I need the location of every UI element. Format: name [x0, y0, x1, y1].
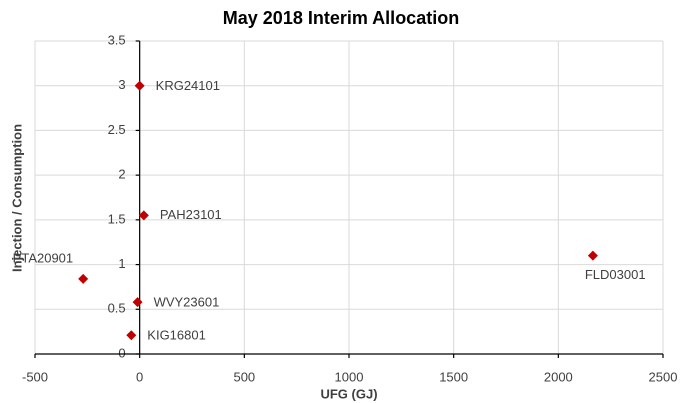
data-label: KRG24101 [156, 78, 220, 93]
data-label: PAH23101 [160, 207, 222, 222]
x-tick-label: 1500 [439, 369, 468, 384]
x-tick-label: 2000 [544, 369, 573, 384]
y-tick-label: 0 [118, 345, 125, 360]
y-tick-label: 1.5 [108, 211, 126, 226]
x-tick-label: -500 [22, 369, 48, 384]
x-tick-label: 500 [233, 369, 255, 384]
x-tick-label: 2500 [649, 369, 678, 384]
x-tick-label: 0 [136, 369, 143, 384]
data-label: PTA20901 [13, 250, 73, 265]
y-tick-label: 0.5 [108, 301, 126, 316]
data-point [132, 297, 143, 308]
x-tick-label: 1000 [335, 369, 364, 384]
data-point [138, 210, 149, 221]
data-point [126, 330, 137, 341]
data-label: WVY23601 [154, 295, 220, 310]
chart-title: May 2018 Interim Allocation [223, 8, 459, 28]
y-axis-label: Injection / Consumption [9, 124, 24, 272]
y-tick-label: 1 [118, 256, 125, 271]
data-label: KIG16801 [147, 328, 206, 343]
x-axis-label: UFG (GJ) [320, 386, 377, 401]
data-point [78, 273, 89, 284]
data-point [587, 250, 598, 261]
y-tick-label: 3 [118, 77, 125, 92]
y-tick-label: 3.5 [108, 32, 126, 47]
data-label: FLD03001 [585, 267, 646, 282]
y-tick-label: 2.5 [108, 122, 126, 137]
y-tick-label: 2 [118, 167, 125, 182]
data-point [134, 80, 145, 91]
